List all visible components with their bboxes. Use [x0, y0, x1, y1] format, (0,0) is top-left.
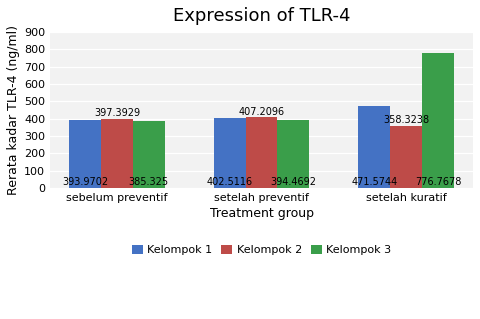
- Bar: [246, 117, 277, 188]
- Bar: [133, 121, 165, 188]
- Title: Expression of TLR-4: Expression of TLR-4: [173, 7, 350, 25]
- Text: 397.3929: 397.3929: [94, 108, 140, 118]
- Text: 407.2096: 407.2096: [239, 107, 285, 116]
- Text: 394.4692: 394.4692: [270, 177, 316, 187]
- Text: 776.7678: 776.7678: [415, 177, 461, 187]
- Bar: [277, 120, 309, 188]
- Text: 393.9702: 393.9702: [62, 177, 108, 187]
- Bar: [69, 120, 101, 188]
- Text: 358.3238: 358.3238: [383, 115, 429, 125]
- Y-axis label: Rerata kadar TLR-4 (ng/ml): Rerata kadar TLR-4 (ng/ml): [7, 25, 20, 195]
- Bar: [390, 126, 422, 188]
- X-axis label: Treatment group: Treatment group: [210, 207, 313, 220]
- Bar: [359, 106, 390, 188]
- Legend: Kelompok 1, Kelompok 2, Kelompok 3: Kelompok 1, Kelompok 2, Kelompok 3: [127, 240, 396, 260]
- Text: 385.325: 385.325: [129, 177, 169, 187]
- Bar: [214, 118, 246, 188]
- Text: 471.5744: 471.5744: [351, 177, 397, 187]
- Text: 402.5116: 402.5116: [207, 177, 253, 187]
- Bar: [422, 53, 454, 188]
- Bar: [101, 119, 133, 188]
